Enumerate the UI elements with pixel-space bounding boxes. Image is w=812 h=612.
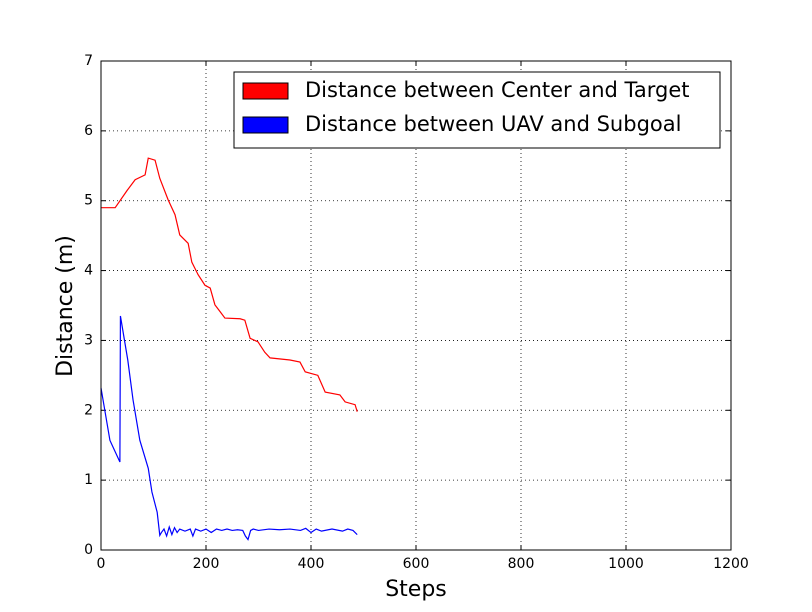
y-tick-label: 6 xyxy=(84,123,93,139)
x-tick-label: 800 xyxy=(508,556,535,572)
y-tick-label: 1 xyxy=(84,472,93,488)
legend-label: Distance between Center and Target xyxy=(305,78,690,102)
legend-label: Distance between UAV and Subgoal xyxy=(305,112,681,136)
legend-swatch xyxy=(242,82,289,100)
y-tick-label: 2 xyxy=(84,402,93,418)
x-axis-label: Steps xyxy=(385,577,447,602)
y-tick-label: 0 xyxy=(84,542,93,558)
x-tick-label: 400 xyxy=(298,556,325,572)
legend-box xyxy=(233,71,721,149)
x-tick-label: 200 xyxy=(193,556,220,572)
data-line xyxy=(100,315,358,541)
y-tick-label: 4 xyxy=(84,263,93,279)
x-tick-label: 1200 xyxy=(713,556,749,572)
x-tick-label: 0 xyxy=(97,556,106,572)
data-line xyxy=(101,157,358,412)
plot-frame xyxy=(100,60,732,551)
y-tick-label: 3 xyxy=(84,332,93,348)
x-tick-label: 600 xyxy=(403,556,430,572)
y-tick-label: 7 xyxy=(84,53,93,69)
legend-swatch xyxy=(242,116,289,134)
y-tick-label: 5 xyxy=(84,193,93,209)
x-tick-label: 1000 xyxy=(608,556,644,572)
y-axis-label: Distance (m) xyxy=(53,235,78,377)
